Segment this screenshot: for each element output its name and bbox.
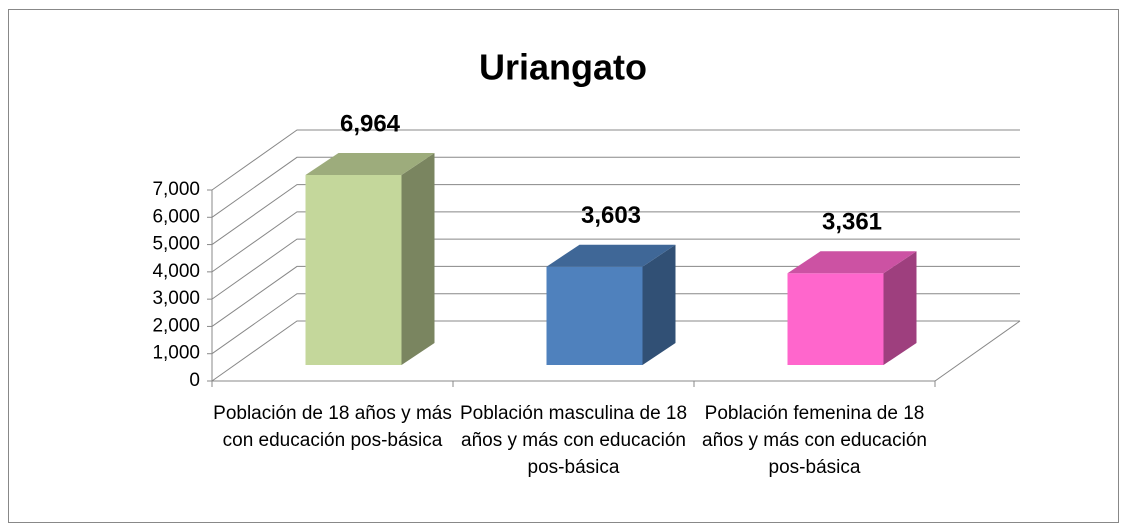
value-label: 6,964 (340, 110, 401, 137)
y-tick-label: 6,000 (152, 206, 200, 227)
value-label: 3,361 (822, 209, 882, 236)
grid-line (211, 156, 1020, 218)
y-tick-label: 0 (189, 370, 200, 391)
bar-top (787, 251, 917, 274)
bar-side (883, 251, 917, 365)
grid-line (211, 238, 1020, 300)
grid-line (211, 265, 1020, 327)
chart-title: Uriangato (479, 47, 647, 88)
y-tick-label: 3,000 (152, 288, 200, 309)
bar-front (546, 266, 643, 365)
y-tick-label: 2,000 (152, 315, 200, 336)
y-tick-label: 7,000 (152, 179, 200, 200)
bar-side (642, 244, 676, 365)
bar (305, 152, 435, 365)
grid-line (211, 211, 1020, 273)
bar-top (546, 244, 676, 267)
value-label: 3,603 (581, 202, 641, 229)
bar-side (401, 152, 435, 365)
grid-line (211, 184, 1020, 245)
y-tick-label: 4,000 (152, 261, 200, 282)
bar-top (305, 152, 435, 175)
bar (787, 251, 917, 365)
bar-front (787, 273, 884, 365)
y-tick-label: 1,000 (152, 343, 200, 364)
grid-line (211, 293, 1020, 355)
x-tick-label: Población de 18 años y más con educación… (213, 403, 452, 451)
bar (546, 244, 676, 365)
bar-front (305, 174, 402, 365)
grid-line (211, 129, 1020, 191)
x-tick-label: Población masculina de 18 años y más con… (459, 403, 688, 478)
x-tick-label: Población femenina de 18 años y más con … (702, 403, 927, 478)
y-tick-label: 5,000 (152, 234, 200, 255)
grid-line (211, 320, 1020, 382)
